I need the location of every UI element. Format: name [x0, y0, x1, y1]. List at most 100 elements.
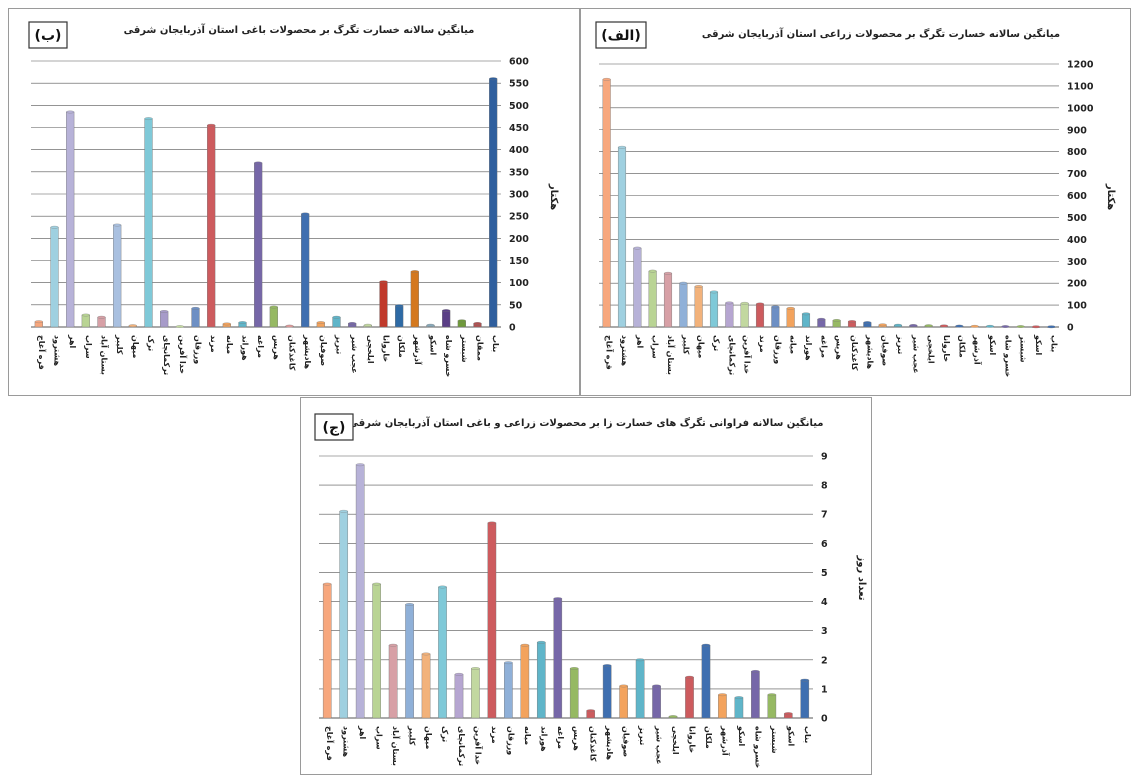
chart-b-x-tick: اسکو: [429, 334, 438, 356]
chart-c-x-tick: اسکو: [737, 725, 746, 747]
chart-a-bar: [694, 286, 703, 328]
chart-b-x-tick: ممقان: [476, 335, 485, 361]
chart-c-x-tick: هادیشهر: [605, 725, 614, 761]
chart-b-x-tick: تبریز: [335, 334, 344, 354]
chart-b-x-tick: هریس: [271, 335, 281, 360]
chart-panel-c: میانگین سالانه فراوانی تگرگ های خسارت زا…: [300, 397, 872, 775]
chart-b-bar-cap: [410, 270, 419, 273]
chart-c-x-tick: عجب شیر: [655, 725, 664, 765]
chart-a-y-tick: 900: [1067, 125, 1087, 136]
chart-a-bar-cap: [756, 302, 764, 306]
chart-c-bar: [339, 511, 349, 719]
chart-c-bar: [388, 645, 398, 719]
chart-b-x-tick: هادیشهر: [303, 334, 312, 370]
chart-b-x-tick: مراغه: [256, 335, 265, 358]
chart-a-x-tick: اسکو: [1034, 334, 1043, 356]
chart-b-bar-cap: [379, 280, 388, 284]
chart-c-x-tick: میانه: [523, 726, 532, 745]
chart-b-y-tick: 200: [509, 234, 529, 245]
chart-panel-b: میانگین سالانه خسارت تگرگ بر محصولات باغ…: [8, 8, 580, 396]
chart-b-x-tick: میهان: [131, 335, 140, 358]
chart-b-bar-cap: [128, 324, 137, 328]
chart-b-bar: [379, 281, 388, 328]
chart-a-bar-cap: [909, 324, 918, 327]
chart-b-bar-cap: [222, 322, 231, 326]
chart-b-bar-cap: [81, 313, 90, 317]
chart-b-bar: [410, 271, 419, 328]
chart-b-bar: [50, 227, 59, 328]
chart-c-x-tick: تبریز: [638, 725, 647, 745]
chart-b-bar-cap: [144, 117, 153, 120]
chart-a-x-tick: بستان آباد: [666, 335, 676, 375]
chart-b-x-tick: میانه: [225, 335, 234, 354]
chart-c-x-tick: خسرو شاه: [753, 726, 762, 768]
chart-a-bar-cap: [817, 317, 826, 321]
chart-c-bar-cap: [685, 675, 694, 679]
chart-a-bar: [679, 282, 688, 328]
chart-b-title: میانگین سالانه خسارت تگرگ بر محصولات باغ…: [124, 23, 475, 36]
chart-c-bar-cap: [569, 667, 579, 670]
chart-c-bar-cap: [635, 658, 645, 662]
chart-a-x-tick: مراغه: [819, 335, 828, 358]
chart-b-bar-cap: [160, 310, 169, 313]
chart-a-x-tick: کلیبر: [681, 334, 690, 355]
chart-a-x-tick: تبریز: [896, 334, 905, 354]
chart-c-bar: [553, 598, 563, 719]
chart-a-bar: [740, 303, 749, 328]
chart-a-bar: [663, 273, 673, 328]
chart-a-bar-cap: [878, 323, 887, 327]
chart-c-y-tick: 8: [821, 481, 828, 492]
chart-c-x-tick: ترک: [441, 726, 450, 742]
chart-c-bar: [569, 668, 579, 719]
chart-b-y-tick: 150: [509, 256, 529, 267]
chart-c-bar: [520, 645, 530, 719]
chart-a-bar: [771, 306, 780, 328]
chart-b-y-tick: 0: [509, 323, 516, 334]
chart-c-x-tick: سراب: [375, 726, 384, 750]
chart-b-bar: [97, 317, 106, 328]
chart-a-x-tick: بناب: [1049, 335, 1058, 352]
chart-c-bar: [372, 583, 381, 719]
chart-b-x-tick: ایلخچی: [366, 335, 375, 364]
chart-c-bar: [322, 583, 332, 719]
chart-a-y-tick: 400: [1067, 235, 1087, 246]
chart-b-x-tick: عجب شیر: [350, 334, 359, 374]
chart-c-x-tick: کلیبر: [408, 725, 417, 746]
chart-c-bar-cap: [701, 643, 711, 647]
chart-c-bar-cap: [405, 603, 414, 606]
chart-a-letter-box: [595, 21, 647, 49]
chart-c-y-tick: 3: [821, 626, 828, 637]
chart-a-bar-cap: [1047, 325, 1056, 329]
chart-c-bar: [767, 694, 777, 719]
chart-b-bar-cap: [113, 223, 122, 227]
chart-b-bar-cap: [348, 322, 357, 325]
chart-c-bar-cap: [438, 585, 447, 589]
chart-a-x-tick: صوفیان: [881, 335, 890, 366]
chart-b-bar-cap: [395, 304, 404, 308]
chart-c-bar: [355, 464, 365, 719]
chart-b-bar-cap: [175, 325, 184, 328]
chart-c-y-tick: 0: [821, 714, 828, 725]
chart-a-bar-cap: [664, 271, 672, 275]
chart-b-y-tick: 100: [509, 278, 529, 289]
chart-c-y-tick: 4: [821, 597, 828, 608]
chart-c-bar-cap: [339, 509, 348, 513]
chart-c-y-tick: 6: [821, 539, 828, 550]
chart-b-x-tick: شبستر: [460, 334, 469, 363]
chart-c-letter: (ج): [323, 420, 346, 436]
chart-a-bar-cap: [863, 321, 872, 324]
chart-c-x-tick: مراغه: [556, 726, 565, 749]
chart-b-bar: [66, 111, 75, 328]
chart-b-bar-cap: [191, 307, 200, 310]
chart-b-y-tick: 550: [509, 79, 529, 90]
chart-b-x-tick: کلیبر: [115, 334, 124, 355]
chart-a-y-label: هکتار: [1105, 183, 1116, 210]
chart-a-bar: [755, 303, 765, 328]
chart-a-bar-cap: [771, 305, 780, 309]
chart-a-bar-cap: [740, 301, 749, 305]
chart-a-y-tick: 200: [1067, 279, 1087, 290]
chart-c-bar: [619, 685, 628, 719]
chart-c-bar-cap: [652, 684, 661, 688]
chart-a-x-tick: خاروانا: [942, 335, 951, 362]
chart-c-bar: [454, 674, 464, 719]
